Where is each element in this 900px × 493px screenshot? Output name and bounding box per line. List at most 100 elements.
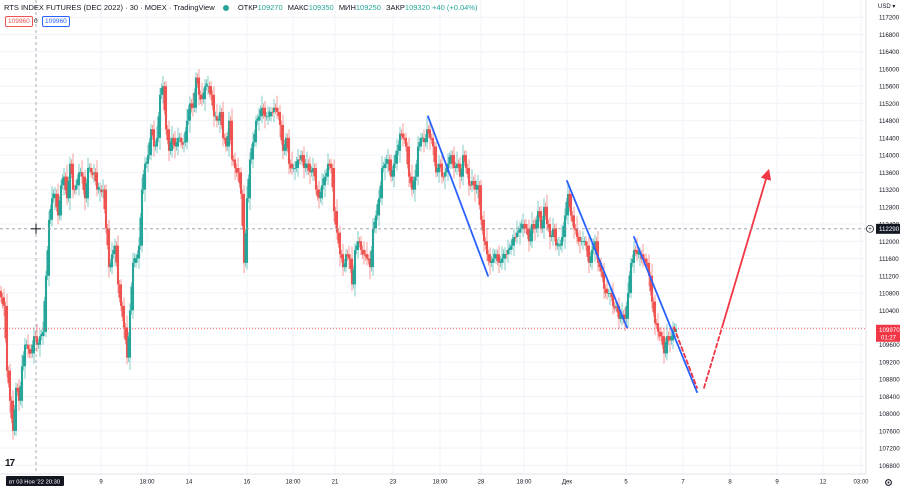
time-tick-label: 9 <box>99 480 103 486</box>
candle-body <box>49 208 52 220</box>
candle-body <box>475 184 478 190</box>
candle-body <box>139 217 142 246</box>
candle-body <box>68 163 72 199</box>
candle-body <box>97 187 100 190</box>
candle-body <box>254 120 258 143</box>
price-tick-label: 108800 <box>879 377 900 384</box>
candle-body <box>61 178 64 186</box>
candle-body <box>440 163 444 177</box>
candle-body <box>188 103 192 121</box>
candle-body <box>527 228 531 242</box>
time-axis[interactable]: вт 03 Ноя '22 20:30 9 18:00 14 16 18:00 21 23 18… <box>0 473 869 488</box>
candle-body <box>158 94 162 138</box>
forecast-line-red-dashed[interactable] <box>703 326 723 389</box>
candle-body <box>278 112 282 125</box>
candle-body <box>53 193 57 199</box>
candle-body <box>331 168 334 188</box>
candle-body <box>11 400 15 431</box>
candle-body <box>332 168 336 212</box>
candle-body <box>7 370 10 384</box>
candle-body <box>275 107 279 113</box>
candle-body <box>88 167 91 169</box>
candle-body <box>185 120 189 143</box>
sell-price-button[interactable]: 109960 <box>5 16 33 27</box>
candle-body <box>557 245 561 247</box>
candle-body <box>116 245 120 285</box>
candle-body <box>212 94 216 117</box>
candle-body <box>163 86 166 111</box>
candle-body <box>319 191 322 199</box>
candle-body <box>280 124 283 141</box>
candle-body <box>194 77 198 108</box>
candle-body <box>518 228 522 233</box>
candle-body <box>407 146 411 177</box>
buy-price-button[interactable]: 109960 <box>42 16 70 27</box>
candle-body <box>164 86 168 130</box>
candle-body <box>542 206 546 229</box>
candle-body <box>635 249 639 255</box>
candle-body <box>355 245 358 250</box>
candle-body <box>121 305 124 317</box>
candle-body <box>643 258 646 261</box>
candle-body <box>601 271 604 278</box>
candle-body <box>161 86 165 95</box>
candle-body <box>451 155 454 165</box>
price-tick-label: 107600 <box>879 428 900 435</box>
candle-body <box>29 349 33 354</box>
candle-body <box>0 290 3 298</box>
trend-line-blue[interactable] <box>633 236 698 394</box>
candle-body <box>598 262 601 268</box>
candle-body <box>634 249 637 253</box>
tradingview-logo-icon[interactable]: 17 <box>5 458 15 469</box>
symbol-title[interactable]: RTS INDEX FUTURES (DEC 2022) · 30 · MOEX… <box>4 3 215 12</box>
candle-body <box>155 137 159 147</box>
candle-body <box>235 168 238 173</box>
candle-body <box>442 176 445 178</box>
candle-body <box>397 144 400 151</box>
candle-body <box>646 262 649 267</box>
candle-body <box>400 133 403 136</box>
trend-line-blue[interactable] <box>427 115 489 277</box>
candle-body <box>376 204 379 216</box>
forecast-arrow-red[interactable] <box>721 168 772 329</box>
candle-body <box>34 336 37 338</box>
candle-body <box>13 409 16 431</box>
candle-body <box>137 245 141 259</box>
candle-body <box>593 241 597 250</box>
candle-body <box>515 232 519 237</box>
candle-body <box>316 189 319 197</box>
candle-body <box>215 116 219 121</box>
candle-body <box>539 211 543 229</box>
currency-selector[interactable]: USD ▾ <box>878 3 895 10</box>
candle-body <box>493 253 496 259</box>
price-axis[interactable]: 117200 116800 116400 116000 115600 115200 1148… <box>865 0 900 488</box>
candle-body <box>296 159 300 169</box>
candle-body <box>220 112 223 125</box>
trend-line-blue[interactable] <box>566 180 628 329</box>
candle-body <box>82 176 85 191</box>
candle-body <box>107 228 111 268</box>
forecast-line-red-dashed[interactable] <box>673 326 698 389</box>
candle-body <box>616 305 619 313</box>
candle-body <box>103 189 106 209</box>
candle-body <box>385 159 388 164</box>
candle-body <box>104 189 108 229</box>
candle-body <box>454 165 457 169</box>
drawings[interactable] <box>427 115 772 394</box>
gear-icon[interactable] <box>884 478 893 487</box>
candle-body <box>485 241 489 255</box>
candle-body <box>458 163 462 177</box>
candle-body <box>64 176 67 191</box>
candle-body <box>253 134 256 143</box>
candle-body <box>217 118 220 121</box>
candle-body <box>509 245 513 250</box>
candle-body <box>520 223 523 229</box>
candle-body <box>226 136 229 147</box>
candle-body <box>500 258 504 263</box>
candle-body <box>257 116 261 121</box>
candle-body <box>629 262 633 294</box>
candle-body <box>146 155 150 164</box>
crosshair <box>0 0 866 474</box>
